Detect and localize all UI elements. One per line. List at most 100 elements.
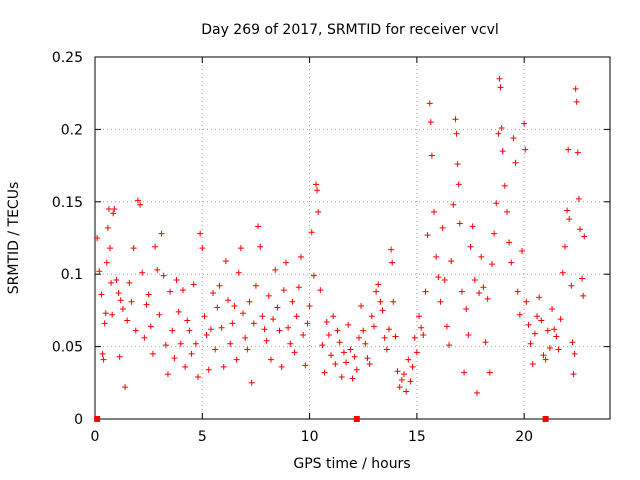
baseline-marker (353, 416, 360, 422)
data-point (195, 374, 201, 381)
data-point (573, 98, 580, 105)
data-point (156, 311, 163, 318)
data-point (304, 320, 311, 327)
baseline-marker (542, 416, 549, 422)
data-point (314, 187, 321, 194)
data-point (293, 313, 300, 320)
data-point (182, 363, 189, 370)
data-point (546, 345, 553, 352)
data-point (368, 313, 375, 320)
data-point (497, 84, 504, 91)
data-point (455, 181, 462, 188)
data-point (405, 356, 412, 363)
data-point (491, 230, 498, 237)
data-point (289, 298, 296, 305)
data-point (343, 359, 350, 366)
data-point (435, 274, 442, 281)
data-point (398, 376, 405, 383)
data-point (480, 284, 487, 291)
data-point (154, 266, 161, 273)
data-point (370, 323, 377, 330)
data-point (392, 333, 399, 340)
data-point (482, 339, 489, 346)
data-point (441, 276, 448, 283)
data-point (105, 206, 112, 213)
data-point (454, 161, 461, 168)
data-point (581, 233, 588, 240)
data-point (501, 182, 508, 189)
data-point (575, 195, 582, 202)
data-point (411, 334, 418, 341)
data-point (160, 272, 167, 279)
data-point (439, 224, 446, 231)
y-tick-labels: 0 0.05 0.1 0.15 0.2 0.25 (52, 50, 83, 428)
data-point (557, 316, 564, 323)
data-point (104, 224, 111, 231)
data-point (534, 313, 541, 320)
data-point (418, 324, 425, 331)
data-point (437, 298, 444, 305)
data-point (493, 200, 500, 207)
data-point (302, 362, 309, 369)
data-point (347, 346, 354, 353)
data-point (570, 371, 577, 378)
data-point (110, 210, 117, 217)
data-point (179, 287, 186, 294)
x-tick-label: 20 (515, 429, 533, 445)
data-point (210, 290, 217, 297)
data-point (137, 201, 144, 208)
data-point (107, 245, 114, 252)
data-point (377, 298, 384, 305)
data-point (456, 220, 463, 227)
data-point (579, 275, 586, 282)
data-point (222, 258, 229, 265)
data-point (164, 371, 171, 378)
data-point (443, 323, 450, 330)
data-point (317, 287, 324, 294)
data-point (345, 321, 352, 328)
data-point (113, 276, 120, 283)
data-point (167, 288, 174, 295)
data-point (428, 152, 435, 159)
data-point (325, 332, 332, 339)
data-point (555, 346, 562, 353)
data-point (413, 349, 420, 356)
data-point (149, 350, 156, 357)
data-point (267, 356, 274, 363)
data-point (427, 119, 434, 126)
data-point (458, 288, 465, 295)
data-point (145, 291, 152, 298)
data-point (201, 313, 208, 320)
data-point (96, 268, 103, 275)
data-point (313, 181, 320, 188)
x-tick-label: 0 (91, 429, 100, 445)
data-point (246, 298, 253, 305)
x-tick-label: 15 (408, 429, 426, 445)
data-point (499, 148, 506, 155)
data-point (525, 321, 532, 328)
data-point (220, 363, 227, 370)
data-point (291, 349, 298, 356)
data-point (319, 342, 326, 349)
data-point (422, 288, 429, 295)
data-point (197, 230, 204, 237)
baseline-markers (94, 416, 549, 422)
data-point (553, 333, 560, 340)
chart-title: Day 269 of 2017, SRMTID for receiver vcv… (201, 22, 499, 38)
data-point (257, 243, 264, 250)
data-point (117, 297, 124, 304)
data-point (452, 116, 459, 123)
data-point (184, 317, 191, 324)
data-point (364, 355, 371, 362)
data-point (362, 340, 369, 347)
data-point (173, 276, 180, 283)
data-point (484, 295, 491, 302)
data-point (510, 135, 517, 142)
data-point (124, 317, 131, 324)
data-point (467, 243, 474, 250)
baseline-marker (94, 416, 101, 422)
data-point (212, 346, 219, 353)
data-point (508, 259, 515, 266)
data-point (407, 378, 414, 385)
data-point (265, 292, 272, 299)
